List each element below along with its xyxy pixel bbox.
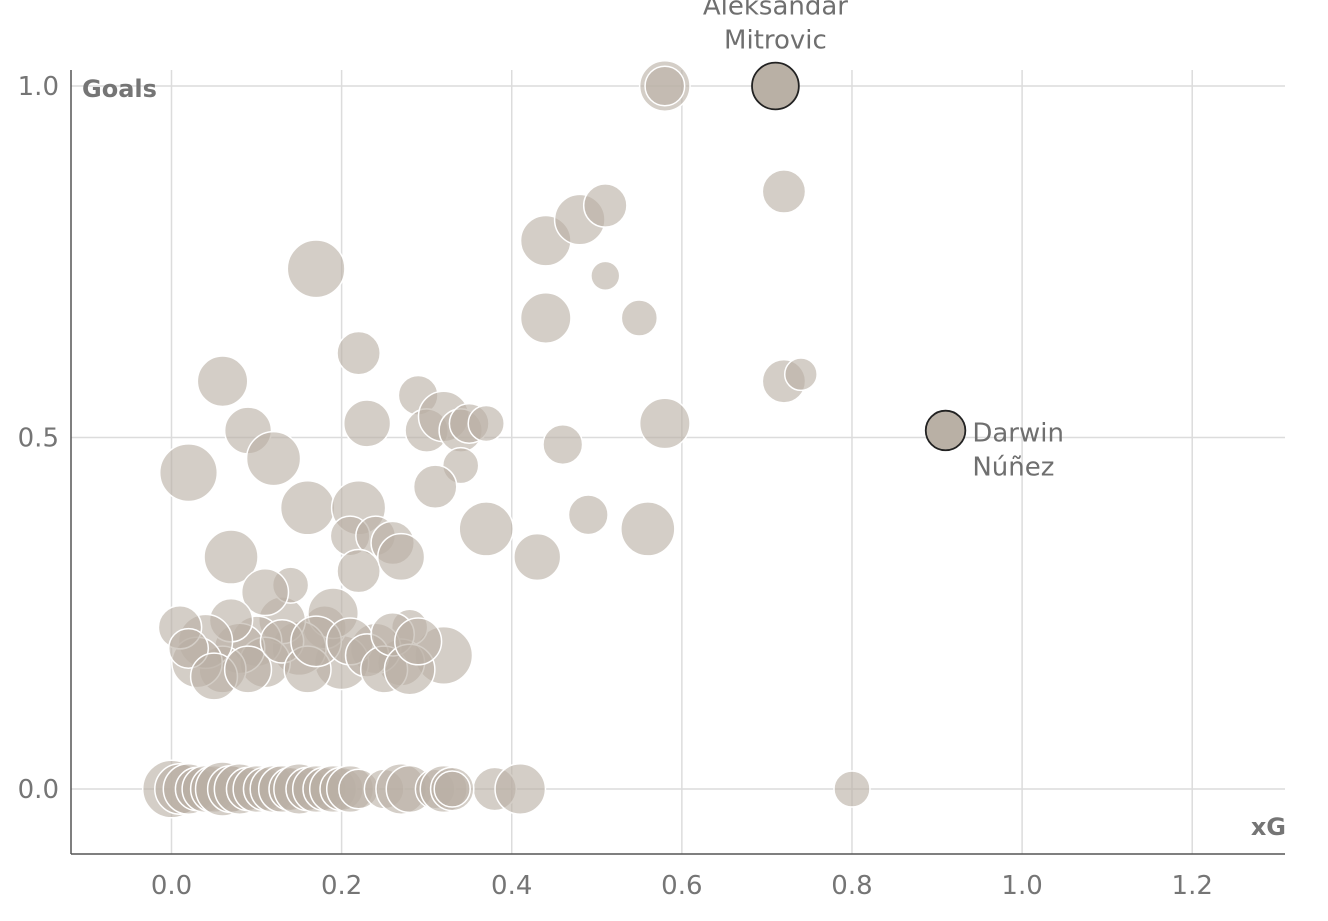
x-tick-label: 0.2 xyxy=(321,871,362,901)
x-axis-title: xG xyxy=(1251,813,1286,841)
highlight-bubble xyxy=(751,61,800,111)
player-bubble xyxy=(458,501,514,557)
player-bubble xyxy=(279,480,336,536)
player-bubble xyxy=(223,645,273,694)
player-bubble xyxy=(761,169,807,214)
highlighted-players xyxy=(751,61,967,452)
player-bubble xyxy=(196,355,249,408)
y-tick-label: 0.0 xyxy=(18,775,59,805)
player-bubble xyxy=(833,770,871,808)
player-bubble xyxy=(590,260,621,291)
player-bubble xyxy=(203,529,259,585)
player-bubble xyxy=(644,65,686,107)
player-label: Núñez xyxy=(972,452,1054,482)
player-bubble xyxy=(394,617,443,666)
x-tick-label: 1.2 xyxy=(1172,871,1213,901)
player-bubble xyxy=(336,330,381,376)
x-tick-label: 0.6 xyxy=(661,871,702,901)
player-bubble xyxy=(342,399,392,448)
player-bubble xyxy=(433,770,471,808)
player-bubble xyxy=(638,397,691,450)
player-bubble xyxy=(286,239,346,299)
y-axis-title: Goals xyxy=(82,75,157,103)
player-bubble xyxy=(567,494,609,536)
player-bubble xyxy=(240,568,290,617)
player-bubble xyxy=(620,501,676,557)
x-tick-label: 1.0 xyxy=(1001,871,1042,901)
x-tick-label: 0.0 xyxy=(151,871,192,901)
player-bubble xyxy=(467,404,505,443)
player-bubble xyxy=(582,183,628,228)
highlight-bubble xyxy=(924,409,967,452)
player-bubble xyxy=(336,548,381,594)
y-tick-label: 1.0 xyxy=(18,72,59,102)
y-tick-label: 0.5 xyxy=(18,424,59,454)
player-label: Mitrovic xyxy=(724,26,827,56)
player-bubble xyxy=(412,464,458,510)
player-bubble xyxy=(620,299,659,337)
player-label: Aleksandar xyxy=(703,0,848,22)
player-bubble xyxy=(542,423,584,466)
x-tick-label: 0.8 xyxy=(831,871,872,901)
player-label: Darwin xyxy=(972,418,1064,448)
player-bubble xyxy=(494,763,547,815)
axes: 0.00.20.40.60.81.01.20.00.51.01.52.0 xyxy=(18,70,1285,901)
player-bubble xyxy=(783,357,818,392)
player-bubble xyxy=(513,532,562,582)
x-tick-label: 0.4 xyxy=(491,871,532,901)
player-bubble xyxy=(377,532,426,582)
bubbles xyxy=(141,60,871,819)
annotations: ErlingHaalandFábioCarvalhoAleksandarMitr… xyxy=(703,0,1064,482)
player-bubble xyxy=(519,292,572,344)
player-bubble xyxy=(245,430,302,487)
player-bubble xyxy=(158,443,219,503)
